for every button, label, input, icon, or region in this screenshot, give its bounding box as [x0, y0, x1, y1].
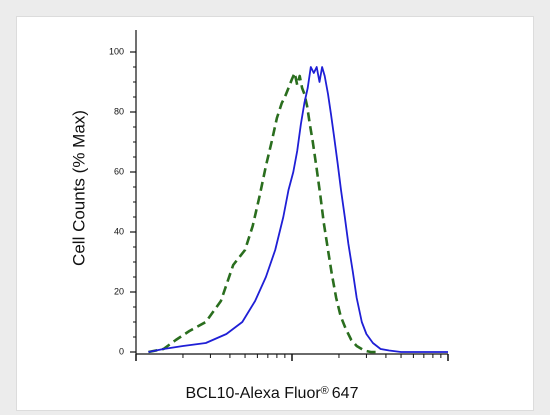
x-axis-label-main: BCL10-Alexa Fluor	[186, 385, 322, 402]
series-line-dashed	[148, 71, 379, 354]
y-axis-label: Cell Counts (% Max)	[69, 110, 88, 266]
chart-panel	[16, 16, 534, 411]
y-tick-label: 100	[109, 46, 124, 56]
y-tick-label: 20	[114, 286, 124, 296]
registered-mark: ®	[321, 385, 329, 397]
series-line-solid	[148, 66, 448, 353]
y-tick-label: 0	[119, 346, 124, 356]
x-axis-label-suffix: 647	[332, 385, 359, 402]
series-lines	[148, 66, 448, 354]
y-ticks: 0 20 40 60 80 100	[109, 46, 136, 356]
y-tick-label: 60	[114, 166, 124, 176]
x-axis-label: BCL10-Alexa Fluor® 647	[186, 385, 359, 402]
y-tick-label: 40	[114, 226, 124, 236]
y-tick-label: 80	[114, 106, 124, 116]
x-ticks	[135, 354, 449, 361]
